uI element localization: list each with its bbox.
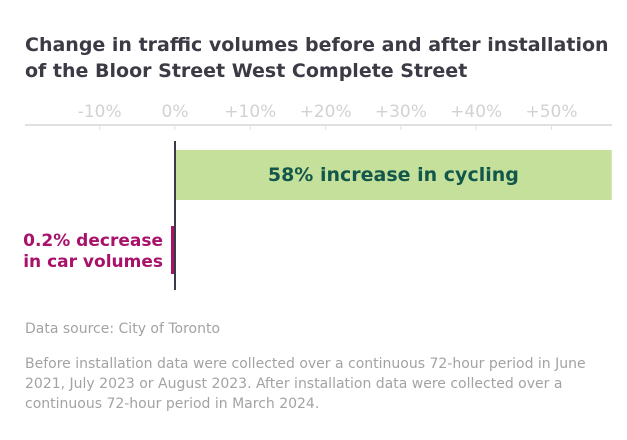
x-tick-label: +50% <box>525 102 577 122</box>
x-tick-label: +20% <box>300 102 352 122</box>
methodology-note: Before installation data were collected … <box>25 356 586 412</box>
x-tick-label: +10% <box>224 102 276 122</box>
x-tick-label: -10% <box>78 102 122 122</box>
x-tick-label: 0% <box>162 102 189 122</box>
chart-title: Change in traffic volumes before and aft… <box>25 34 609 82</box>
data-label-car-volumes: in car volumes <box>23 252 163 272</box>
x-tick-label: +30% <box>375 102 427 122</box>
data-label-car-volumes: 0.2% decrease <box>23 231 163 251</box>
x-tick-label: +40% <box>450 102 502 122</box>
data-label-cycling: 58% increase in cycling <box>268 164 519 186</box>
bar-car-volumes <box>171 226 175 274</box>
bar-cycling <box>175 150 612 200</box>
data-source: Data source: City of Toronto <box>25 321 221 337</box>
chart-plot: -10% 0% +10% +20% +30% +40% +50% 58% increase i… <box>23 102 612 290</box>
